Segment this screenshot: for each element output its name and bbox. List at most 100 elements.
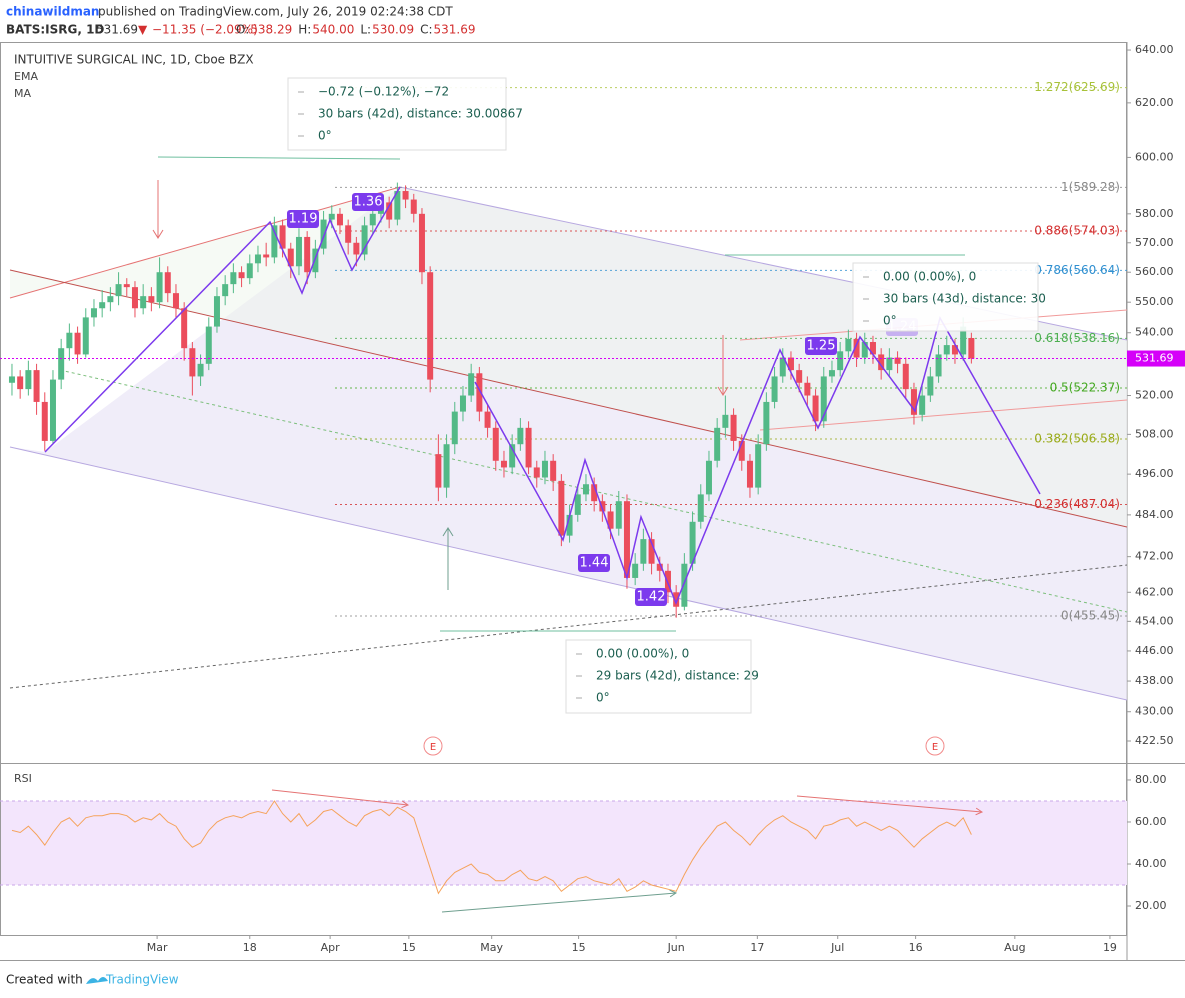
candle-body <box>213 296 220 327</box>
measure-text: 0° <box>596 691 610 705</box>
candle-body <box>66 332 73 349</box>
y-tick-label: 462.00 <box>1135 585 1174 598</box>
fib-label: 0.382(506.58) <box>1034 432 1120 446</box>
x-tick-label: Jul <box>830 941 844 954</box>
pattern-label: 1.25 <box>807 339 836 354</box>
candle-body <box>894 357 901 364</box>
candle-body <box>328 213 335 220</box>
candle-body <box>878 354 885 371</box>
y-tick-label: 620.00 <box>1135 96 1174 109</box>
candle-body <box>123 284 130 288</box>
channel-bottom <box>9 446 1127 701</box>
candle-body <box>853 338 860 358</box>
zigzags <box>44 186 1041 605</box>
measurements: −0.72 (−0.12%), −72 30 bars (42d), distan… <box>287 77 1046 714</box>
candle-body <box>205 326 212 364</box>
event-marker[interactable] <box>925 736 945 756</box>
arrow <box>717 335 729 396</box>
candle-body <box>607 511 614 529</box>
zone <box>10 187 1127 527</box>
candle-body <box>172 293 179 309</box>
candle-body <box>336 213 343 226</box>
candle-body <box>49 379 56 441</box>
measure-text: 0.00 (0.00%), 0 <box>596 647 689 661</box>
x-tick-label: 15 <box>402 941 416 954</box>
candle-body <box>459 395 466 412</box>
candle-body <box>443 444 450 488</box>
candle-body <box>418 213 425 273</box>
candle-body <box>673 592 680 607</box>
candle-body <box>197 363 204 377</box>
user[interactable]: chinawildman <box>6 5 99 19</box>
y-tick-label: 496.00 <box>1135 467 1174 480</box>
candle-body <box>295 236 302 267</box>
candle-body <box>484 411 491 428</box>
candle-body <box>500 460 507 468</box>
last-price-box <box>1127 350 1185 367</box>
event-label: E <box>430 742 436 753</box>
candle-body <box>189 348 196 377</box>
candle-body <box>533 467 540 478</box>
fib-label: 0(455.45) <box>1061 609 1120 623</box>
candle-body <box>869 341 876 355</box>
trend-line <box>9 269 1127 528</box>
ohlc-value: 531.69 <box>434 23 476 37</box>
rsi-pane <box>0 789 1127 913</box>
measure-text: 0.00 (0.00%), 0 <box>883 270 976 284</box>
event-marker[interactable] <box>423 736 443 756</box>
rsi-tick-label: 40.00 <box>1135 857 1167 870</box>
candle-body <box>771 376 778 402</box>
y-tick-label: 520.00 <box>1135 389 1174 402</box>
ohlc-value: 540.00 <box>312 23 354 37</box>
pattern-label: 1.36 <box>354 195 383 210</box>
candle-body <box>796 370 803 383</box>
candle-body <box>574 494 581 515</box>
y-tick-label: 484.00 <box>1135 508 1174 521</box>
candle-body <box>517 427 524 445</box>
arrowhead <box>669 889 678 898</box>
candle-body <box>312 248 319 273</box>
level-line <box>157 156 401 160</box>
rsi-title: RSI <box>14 772 32 785</box>
footer-brand[interactable]: TradingView <box>105 973 179 987</box>
x-tick-label: Apr <box>321 941 341 954</box>
trend-line <box>9 186 401 299</box>
candle-body <box>968 338 975 359</box>
last: 531.69 <box>96 23 138 37</box>
y-tick-label: 422.50 <box>1135 734 1174 747</box>
fib-label: 0.236(487.04) <box>1034 497 1120 511</box>
candle-body <box>361 225 368 255</box>
candle-body <box>935 354 942 377</box>
candle-body <box>828 370 835 377</box>
ohlc-label: L: <box>360 23 371 37</box>
arrow: ▼ <box>138 23 148 37</box>
x-tick-label: May <box>480 941 503 954</box>
x-tick-label: 16 <box>909 941 923 954</box>
pattern-label: 1.44 <box>580 556 609 571</box>
candle-body <box>599 501 606 512</box>
ohlc-value: 530.09 <box>372 23 414 37</box>
y-tick-label: 438.00 <box>1135 674 1174 687</box>
candle-body <box>254 254 261 264</box>
indicator: EMA <box>14 70 38 83</box>
candle-body <box>591 484 598 502</box>
x-tick-label: 17 <box>750 941 764 954</box>
rsi-tick-label: 60.00 <box>1135 815 1167 828</box>
fib-label: 0.886(574.03) <box>1034 224 1120 238</box>
candle-body <box>927 376 934 396</box>
candle-body <box>919 395 926 415</box>
candle-body <box>845 338 852 352</box>
candle-body <box>58 348 65 380</box>
candle-body <box>263 254 270 258</box>
candle-body <box>222 284 229 297</box>
pattern-box <box>352 193 384 211</box>
measure-text: 0° <box>883 314 897 328</box>
indicator: MA <box>14 87 31 100</box>
candle-body <box>164 272 171 294</box>
candle-body <box>386 202 393 220</box>
pattern-label: 1.19 <box>289 212 318 227</box>
candle-body <box>287 248 294 267</box>
candle-body <box>681 563 688 607</box>
y-tick-label: 600.00 <box>1135 150 1174 163</box>
